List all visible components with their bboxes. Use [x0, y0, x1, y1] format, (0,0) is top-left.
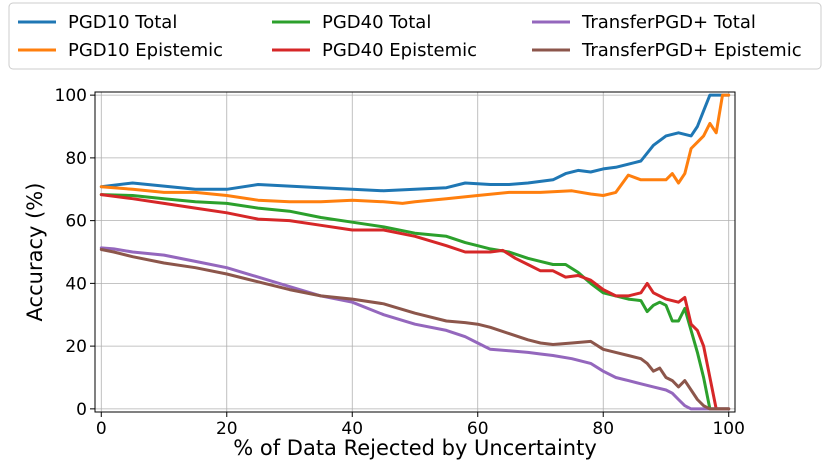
- legend-label: TransferPGD+ Total: [581, 12, 756, 33]
- plot-frame: [94, 91, 736, 413]
- y-tick-label: 100: [55, 86, 87, 106]
- legend-label: PGD40 Total: [322, 12, 431, 33]
- y-tick-label: 20: [65, 337, 87, 357]
- series-line-transferpgd-epistemic: [99, 248, 731, 411]
- axis-ticks: 0 20 40 60 80 100 0 20 40 60 80 100: [55, 86, 745, 439]
- legend-label: PGD40 Epistemic: [322, 40, 477, 61]
- legend-label: PGD10 Total: [68, 12, 177, 33]
- legend: PGD10 Total PGD10 Epistemic PGD40 Total PGD…: [8, 2, 822, 70]
- series-line-pgd40-epistemic: [99, 193, 731, 411]
- x-tick-label: 20: [216, 419, 238, 439]
- y-tick-label: 60: [65, 212, 87, 232]
- series-line-pgd10-epistemic: [99, 93, 731, 205]
- y-tick-label: 40: [65, 274, 87, 294]
- x-tick-label: 60: [467, 419, 489, 439]
- legend-box: [8, 2, 822, 70]
- x-axis-title: % of Data Rejected by Uncertainty: [233, 436, 597, 460]
- x-tick-label: 40: [341, 419, 363, 439]
- series-line-transferpgd-total: [99, 246, 731, 411]
- series-line-pgd10-total: [99, 93, 731, 193]
- series-lines: [99, 93, 731, 411]
- y-tick-label: 80: [65, 149, 87, 169]
- legend-label: PGD10 Epistemic: [68, 40, 223, 61]
- x-tick-label: 100: [712, 419, 744, 439]
- legend-label: TransferPGD+ Epistemic: [581, 40, 802, 61]
- y-axis-title: Accuracy (%): [23, 183, 47, 322]
- series-line-pgd40-total: [99, 193, 731, 411]
- y-tick-label: 0: [76, 400, 87, 420]
- x-tick-label: 80: [592, 419, 614, 439]
- x-tick-label: 0: [96, 419, 107, 439]
- grid: [95, 92, 735, 412]
